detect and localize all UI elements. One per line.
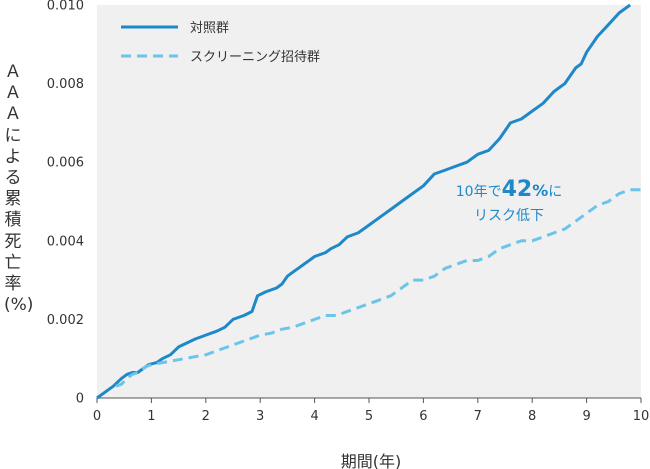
x-tick-label: 8 <box>528 409 536 424</box>
x-tick-label: 10 <box>633 409 650 424</box>
x-tick-label: 3 <box>256 409 264 424</box>
series-line-2 <box>115 188 641 388</box>
x-tick-label: 2 <box>202 409 210 424</box>
annotation-prefix: 10年で <box>456 184 502 200</box>
y-tick-label: 0.010 <box>47 0 84 14</box>
x-tick-label: 7 <box>474 409 482 424</box>
series-line-1 <box>96 3 631 400</box>
annotation-line-2: リスク低下 <box>474 208 544 224</box>
legend-label-1: 対照群 <box>190 21 229 36</box>
x-tick-label: 9 <box>582 409 590 424</box>
x-axis-label: 期間(年) <box>340 452 402 469</box>
y-tick-label: 0.006 <box>47 156 84 171</box>
y-axis-label: ＡＡＡによる累積死亡率(%) <box>4 62 34 316</box>
annotation-line-1: 10年で42%に <box>456 177 562 202</box>
series-layer <box>96 3 641 400</box>
x-tick-label: 0 <box>93 409 101 424</box>
y-tick-label: 0 <box>76 392 84 407</box>
x-tick-label: 1 <box>147 409 155 424</box>
plot-area <box>97 5 641 398</box>
x-tick-label: 4 <box>310 409 318 424</box>
axes: 0 1 2 3 4 5 6 7 8 9 10 0 0.002 0.004 0.006 0.008 0.010 <box>47 0 649 424</box>
annotation: 10年で42%に リスク低下 <box>456 177 562 224</box>
y-tick-label: 0.002 <box>47 313 84 328</box>
legend-label-2: スクリーニング招待群 <box>190 50 320 65</box>
annotation-suffix: に <box>548 184 562 200</box>
annotation-value: 42 <box>502 177 533 202</box>
y-tick-label: 0.004 <box>47 234 84 249</box>
y-tick-label: 0.008 <box>47 77 84 92</box>
annotation-percent: % <box>532 181 548 200</box>
x-tick-label: 5 <box>365 409 373 424</box>
x-tick-label: 6 <box>419 409 427 424</box>
